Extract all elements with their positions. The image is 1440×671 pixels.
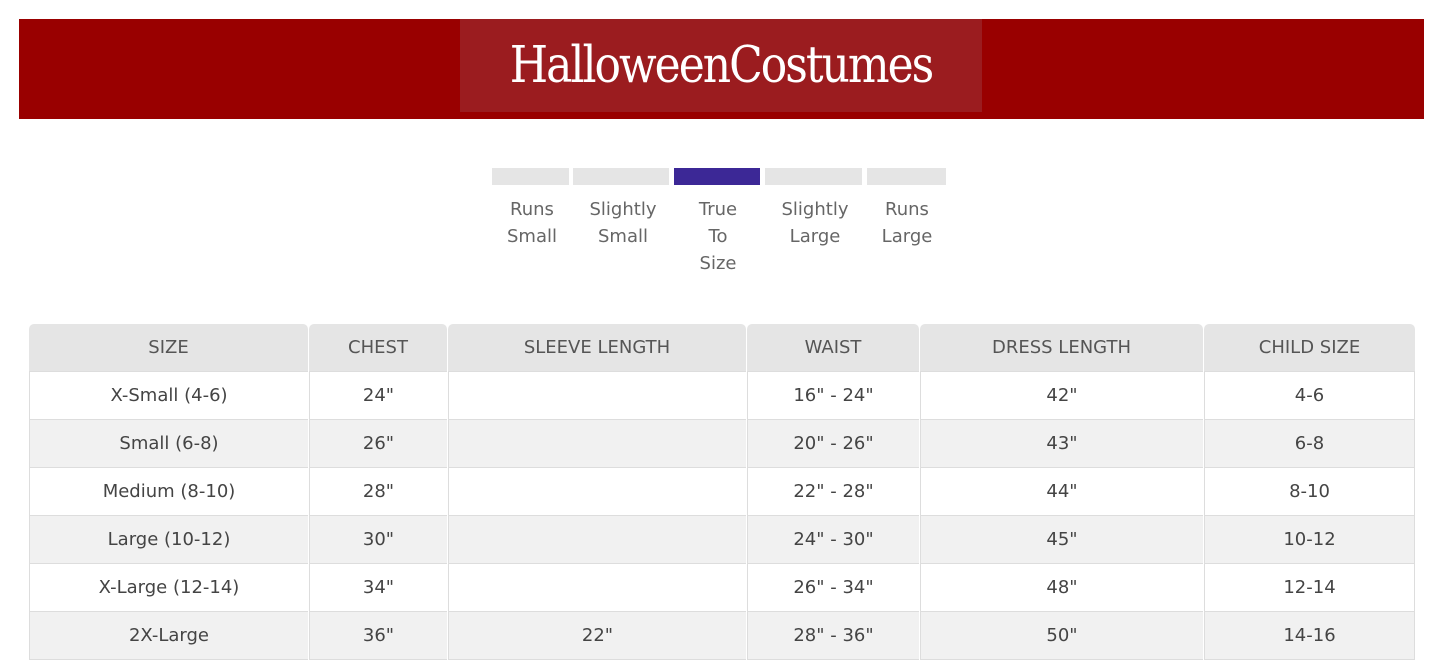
table-cell: 24" <box>309 371 447 419</box>
fit-label: Slightly Large <box>781 199 849 247</box>
table-cell: 36" <box>309 611 447 660</box>
table-cell: 50" <box>920 611 1203 660</box>
table-cell: 45" <box>920 515 1203 563</box>
table-cell: 22" <box>448 611 746 660</box>
table-row: Small (6-8) 26" 20" - 26" 43" 6-8 <box>29 419 1415 467</box>
table-row: Large (10-12) 30" 24" - 30" 45" 10-12 <box>29 515 1415 563</box>
table-cell: 28" <box>309 467 447 515</box>
table-cell: X-Small (4-6) <box>29 371 308 419</box>
table-cell <box>448 515 746 563</box>
column-header: WAIST <box>747 324 919 371</box>
table-cell: 14-16 <box>1204 611 1415 660</box>
table-cell: 22" - 28" <box>747 467 919 515</box>
fit-label: True To Size <box>698 199 738 274</box>
fit-segment-slightly-small <box>573 168 669 185</box>
table-cell: 16" - 24" <box>747 371 919 419</box>
table-cell: 24" - 30" <box>747 515 919 563</box>
table-cell: 48" <box>920 563 1203 611</box>
fit-segment-runs-small <box>492 168 569 185</box>
table-row: X-Small (4-6) 24" 16" - 24" 42" 4-6 <box>29 371 1415 419</box>
table-cell: 34" <box>309 563 447 611</box>
fit-label: Runs Small <box>507 199 557 247</box>
header-banner: HalloweenCostumes <box>19 19 1424 119</box>
table-cell: 42" <box>920 371 1203 419</box>
table-cell: 43" <box>920 419 1203 467</box>
column-header: DRESS LENGTH <box>920 324 1203 371</box>
size-chart-table: SIZE CHEST SLEEVE LENGTH WAIST DRESS LENGTH C… <box>28 324 1416 660</box>
table-cell: X-Large (12-14) <box>29 563 308 611</box>
table-cell <box>448 467 746 515</box>
table-row: X-Large (12-14) 34" 26" - 34" 48" 12-14 <box>29 563 1415 611</box>
table-cell <box>448 419 746 467</box>
table-cell: Small (6-8) <box>29 419 308 467</box>
table-cell: Medium (8-10) <box>29 467 308 515</box>
table-cell: 26" - 34" <box>747 563 919 611</box>
fit-segment-slightly-large <box>765 168 862 185</box>
table-cell: 30" <box>309 515 447 563</box>
table-cell <box>448 563 746 611</box>
table-cell: 20" - 26" <box>747 419 919 467</box>
table-cell: 28" - 36" <box>747 611 919 660</box>
table-cell: 8-10 <box>1204 467 1415 515</box>
column-header: SIZE <box>29 324 308 371</box>
fit-segment-true-to-size <box>674 168 760 185</box>
table-cell: 26" <box>309 419 447 467</box>
table-row: 2X-Large 36" 22" 28" - 36" 50" 14-16 <box>29 611 1415 660</box>
fit-label: Slightly Small <box>589 199 657 247</box>
column-header: SLEEVE LENGTH <box>448 324 746 371</box>
table-cell: 4-6 <box>1204 371 1415 419</box>
logo[interactable]: HalloweenCostumes <box>460 19 982 112</box>
fit-segment-runs-large <box>867 168 946 185</box>
table-cell: Large (10-12) <box>29 515 308 563</box>
table-cell: 12-14 <box>1204 563 1415 611</box>
column-header: CHEST <box>309 324 447 371</box>
table-cell: 44" <box>920 467 1203 515</box>
table-cell: 2X-Large <box>29 611 308 660</box>
column-header: CHILD SIZE <box>1204 324 1415 371</box>
table-row: Medium (8-10) 28" 22" - 28" 44" 8-10 <box>29 467 1415 515</box>
table-cell <box>448 371 746 419</box>
table-cell: 6-8 <box>1204 419 1415 467</box>
fit-label: Runs Large <box>881 199 933 247</box>
table-cell: 10-12 <box>1204 515 1415 563</box>
